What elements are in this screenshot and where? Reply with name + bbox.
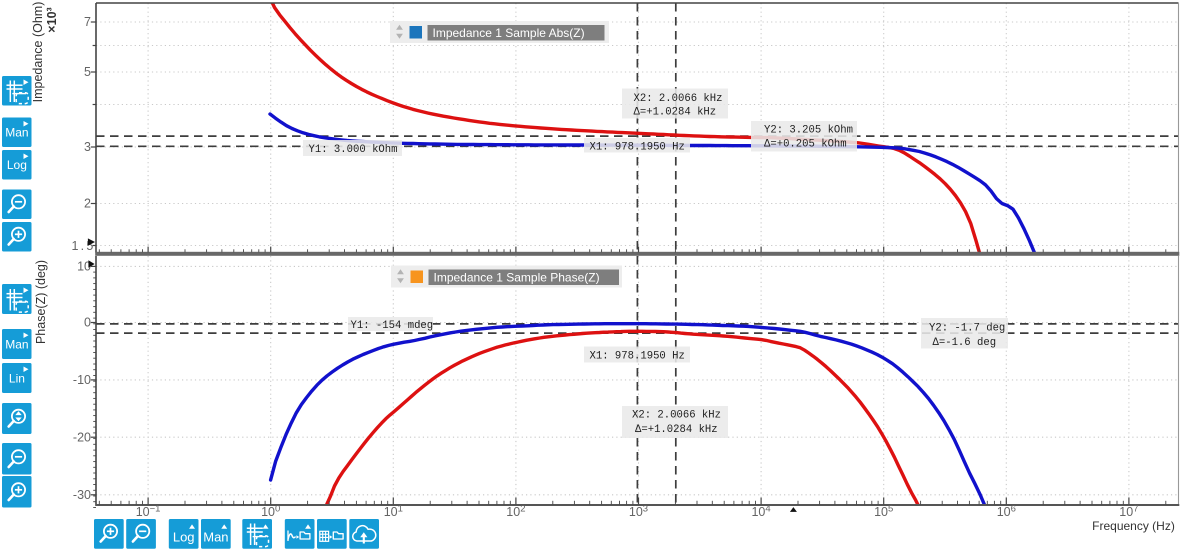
svg-text:Impedance (Ohm): Impedance (Ohm) [31,2,45,103]
svg-text:×10³: ×10³ [45,7,59,32]
svg-text:Log: Log [7,158,27,172]
svg-text:Δ=+1.0284 kHz: Δ=+1.0284 kHz [635,424,718,436]
svg-text:3: 3 [84,140,91,154]
svg-text:Y1: 3.000 kOhm: Y1: 3.000 kOhm [309,144,398,156]
svg-text:X1: 978.1950 Hz: X1: 978.1950 Hz [590,141,685,153]
svg-text:Δ=+1.0284 kHz: Δ=+1.0284 kHz [634,107,717,119]
svg-text:Man: Man [5,337,28,351]
svg-text:X2: 2.0066 kHz: X2: 2.0066 kHz [632,410,721,422]
svg-text:Frequency (Hz): Frequency (Hz) [1092,519,1175,533]
svg-text:X2: 2.0066 kHz: X2: 2.0066 kHz [634,93,723,105]
svg-text:0: 0 [84,316,91,330]
svg-text:Impedance 1 Sample Phase(Z): Impedance 1 Sample Phase(Z) [434,270,600,284]
svg-text:Δ=+0.205 kOhm: Δ=+0.205 kOhm [764,139,847,151]
svg-text:Y1: -154 mdeg: Y1: -154 mdeg [351,320,434,332]
svg-text:7: 7 [84,15,91,29]
svg-text:Impedance 1 Sample Abs(Z): Impedance 1 Sample Abs(Z) [433,26,585,40]
svg-text:Δ=-1.6 deg: Δ=-1.6 deg [933,337,997,349]
svg-text:2: 2 [84,197,91,211]
svg-text:-20: -20 [73,430,91,444]
svg-text:Lin: Lin [9,371,25,385]
svg-text:10: 10 [77,260,91,274]
svg-text:5: 5 [84,65,91,79]
svg-text:1.5: 1.5 [72,239,96,253]
svg-text:Man: Man [203,529,228,544]
svg-text:Man: Man [5,125,28,139]
svg-text:-10: -10 [73,373,91,387]
svg-text:X1: 978.1950 Hz: X1: 978.1950 Hz [590,350,685,362]
svg-text:Log: Log [173,529,195,544]
svg-text:Y2: -1.7 deg: Y2: -1.7 deg [929,322,1005,334]
svg-text:-30: -30 [73,488,91,502]
svg-text:Y2: 3.205 kOhm: Y2: 3.205 kOhm [764,125,853,137]
svg-text:Phase(Z) (deg): Phase(Z) (deg) [34,260,48,344]
